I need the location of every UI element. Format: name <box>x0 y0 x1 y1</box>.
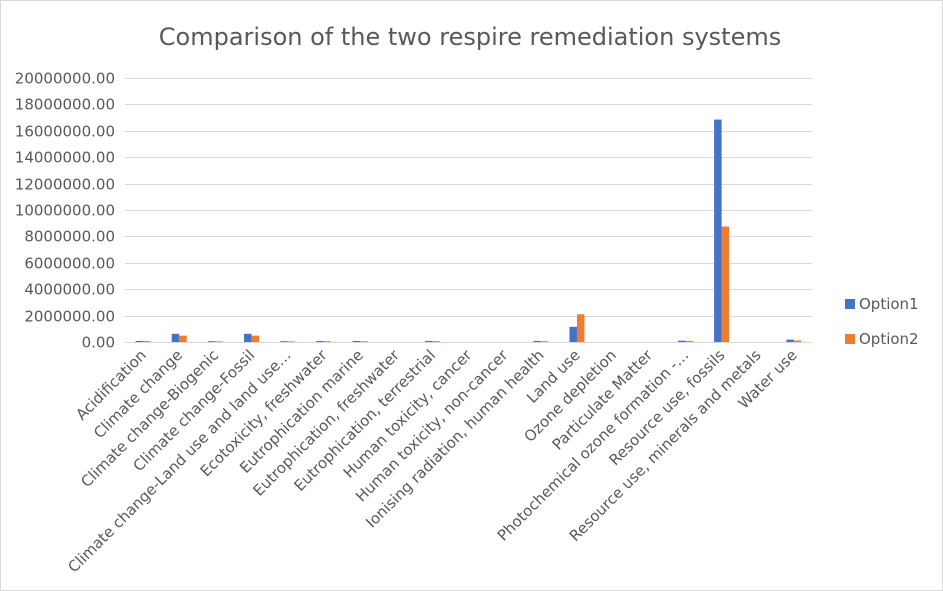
bar-option1 <box>207 341 216 342</box>
y-tick-label: 18000000.00 <box>15 96 115 114</box>
bar-option2 <box>179 335 187 342</box>
y-tick-label: 14000000.00 <box>15 149 115 167</box>
bar-option2 <box>287 341 296 342</box>
bar-option2 <box>793 340 802 342</box>
bar-option1 <box>280 341 288 342</box>
bar-option1 <box>569 326 577 342</box>
bar-option1 <box>786 339 794 342</box>
bar-option1 <box>424 340 433 342</box>
bar-option1 <box>677 340 686 342</box>
gridlines <box>125 78 812 343</box>
bar-option2 <box>540 341 549 342</box>
y-tick-label: 10000000.00 <box>15 202 115 220</box>
chart-title: Comparison of the two respire remediatio… <box>159 23 781 51</box>
bar-option1 <box>171 333 180 342</box>
y-tick-label: 2000000.00 <box>24 308 115 326</box>
y-tick-label: 16000000.00 <box>15 123 115 141</box>
bar-option2 <box>432 341 440 342</box>
y-tick-label: 12000000.00 <box>15 176 115 194</box>
y-axis-ticks: 0.00 2000000.00 4000000.00 6000000.00 800000… <box>15 70 115 352</box>
y-tick-label: 0.00 <box>82 334 115 352</box>
bar-option1 <box>352 340 361 342</box>
legend: Option1 Option2 <box>845 295 919 348</box>
bar-option1 <box>316 340 324 342</box>
bar-option2 <box>685 340 693 342</box>
bar-option2 <box>721 226 730 342</box>
y-tick-label: 20000000.00 <box>15 70 115 88</box>
bar-option1 <box>533 340 541 342</box>
bar-option2 <box>251 335 260 342</box>
bar-option2 <box>576 314 585 342</box>
bar-option2 <box>215 341 223 342</box>
bar-option2 <box>143 341 151 342</box>
bar-option2 <box>323 341 332 342</box>
y-tick-label: 6000000.00 <box>24 255 115 273</box>
bar-option1 <box>714 119 722 342</box>
bar-option1 <box>244 333 252 342</box>
legend-label-option2: Option2 <box>859 330 919 348</box>
y-tick-label: 4000000.00 <box>24 281 115 299</box>
bar-option2 <box>360 341 368 342</box>
legend-swatch-option2 <box>845 334 855 344</box>
legend-label-option1: Option1 <box>859 295 919 313</box>
y-tick-label: 8000000.00 <box>24 228 115 246</box>
bar-option1 <box>135 340 144 342</box>
legend-swatch-option1 <box>845 299 855 309</box>
bars <box>135 119 802 342</box>
